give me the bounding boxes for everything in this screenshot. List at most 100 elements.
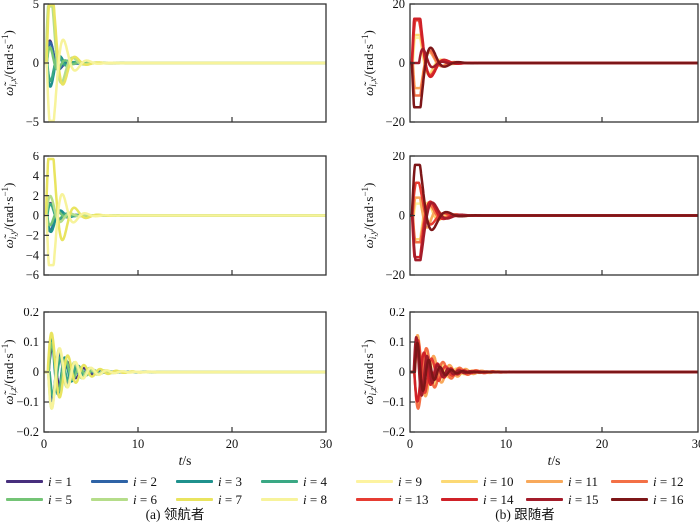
legend-label: i = 5 xyxy=(48,491,72,507)
legend-line-swatch xyxy=(261,480,298,483)
plot-leaders-omega-x: 5 0 −5 ω̃i,x/(rad·s−1) xyxy=(0,0,327,129)
y-tick-label: −20 xyxy=(385,115,405,129)
y-tick-label: 0 xyxy=(33,365,39,379)
y-tick-label: −0.2 xyxy=(16,425,39,439)
legend-line-swatch xyxy=(176,480,213,483)
y-tick-label: −6 xyxy=(26,268,39,282)
legend-item-i13: i = 13 xyxy=(356,492,439,507)
series-line-i6 xyxy=(44,5,326,85)
plot-area xyxy=(410,17,698,109)
legend-followers: i = 9 i = 10 i = 11 i = 12 i = 13 i = 14 i = 1… xyxy=(356,474,694,507)
series-line-i12 xyxy=(410,203,698,244)
series-line-i15 xyxy=(410,336,698,397)
legend-item-i3: i = 3 xyxy=(176,474,259,489)
series-line-i12 xyxy=(410,49,698,97)
legend-label: i = 8 xyxy=(303,491,327,507)
y-tick-label: 0 xyxy=(399,209,405,223)
legend-line-swatch xyxy=(441,498,478,501)
plot-followers-omega-y: 20 0 −20 ω̃i,y/(rad·s−1) xyxy=(360,152,699,282)
caption-followers: (b) 跟随者 xyxy=(495,507,555,522)
x-tick-label: 0 xyxy=(41,437,47,451)
x-tick-label: 20 xyxy=(596,437,609,451)
y-axis-label: ω̃i,z/(rad·s−1) xyxy=(0,339,18,404)
legend-item-i8: i = 8 xyxy=(261,492,344,507)
series-line-i9 xyxy=(410,36,698,75)
legend-item-i4: i = 4 xyxy=(261,474,344,489)
legend-label: i = 2 xyxy=(133,473,157,489)
y-tick-label: 0 xyxy=(33,56,39,70)
legend-item-i11: i = 11 xyxy=(526,474,609,489)
legend-line-swatch xyxy=(261,498,298,501)
legend-line-swatch xyxy=(611,498,648,501)
legend-line-swatch xyxy=(6,498,43,501)
plot-followers-omega-x: 20 0 −20 ω̃i,x/(rad·s−1) xyxy=(360,0,699,129)
plot-area xyxy=(44,157,326,267)
plot-area xyxy=(44,331,326,410)
series-line-i13 xyxy=(410,181,698,226)
legend-item-i1: i = 1 xyxy=(6,474,89,489)
y-axis-label: ω̃i,y/(rad·s−1) xyxy=(0,183,18,249)
legend-label: i = 12 xyxy=(653,473,684,489)
legend-line-swatch xyxy=(176,498,213,501)
y-tick-label: 0 xyxy=(33,209,39,223)
series-line-i11 xyxy=(410,333,698,398)
series-line-i16 xyxy=(410,341,698,392)
series-line-i2 xyxy=(44,352,326,403)
plot-leaders-omega-y: 6 4 2 0 −2 −4 −6 ω̃i,y/(rad·s−1) xyxy=(0,152,327,282)
series-line-i14 xyxy=(410,17,698,79)
series-line-i10 xyxy=(410,33,698,76)
series-line-i8 xyxy=(44,192,326,267)
y-axis-label: ω̃i,y/(rad·s−1) xyxy=(360,183,378,249)
y-axis-label: ω̃i,x/(rad·s−1) xyxy=(0,30,18,96)
series-line-i16 xyxy=(410,46,698,109)
legend-line-swatch xyxy=(356,480,393,483)
y-tick-label: 20 xyxy=(393,0,406,11)
y-tick-label: 0.1 xyxy=(389,335,405,349)
caption-leaders: (a) 领航者 xyxy=(145,507,205,522)
legend-item-i14: i = 14 xyxy=(441,492,524,507)
legend-line-swatch xyxy=(6,480,43,483)
legend-label: i = 7 xyxy=(218,491,242,507)
y-tick-label: 2 xyxy=(33,189,39,203)
series-line-i12 xyxy=(410,346,698,410)
y-tick-label: −5 xyxy=(26,115,39,129)
legend-label: i = 4 xyxy=(303,473,327,489)
legend-label: i = 6 xyxy=(133,491,157,507)
y-tick-label: 5 xyxy=(33,0,39,11)
legend-label: i = 13 xyxy=(398,491,429,507)
y-tick-label: 0.2 xyxy=(23,308,39,319)
legend-label: i = 9 xyxy=(398,473,422,489)
legend-item-i6: i = 6 xyxy=(91,492,174,507)
y-tick-label: −0.2 xyxy=(382,425,405,439)
y-tick-label: −0.1 xyxy=(382,395,405,409)
y-axis-label: ω̃i,z/(rad·s−1) xyxy=(360,339,378,404)
legend-label: i = 14 xyxy=(483,491,514,507)
y-tick-label: 0 xyxy=(399,56,405,70)
plot-area xyxy=(410,163,698,262)
legend-label: i = 11 xyxy=(568,473,598,489)
series-line-i10 xyxy=(410,201,698,241)
plot-leaders-omega-z: 0.20.10−0.1−0.20 10 20 30t/sω̃i,z/(rad·s−1) xyxy=(0,308,332,468)
legend-item-i7: i = 7 xyxy=(176,492,259,507)
series-line-i11 xyxy=(410,196,698,229)
legend-label: i = 3 xyxy=(218,473,242,489)
legend-label: i = 16 xyxy=(653,491,684,507)
legend-item-i2: i = 2 xyxy=(91,474,174,489)
series-line-i7 xyxy=(44,331,326,399)
y-tick-label: 0 xyxy=(399,365,405,379)
legend-line-swatch xyxy=(611,480,648,483)
x-axis-label: t/s xyxy=(179,453,192,468)
legend-line-swatch xyxy=(91,480,128,483)
series-line-i8 xyxy=(44,38,326,122)
legend-label: i = 1 xyxy=(48,473,72,489)
series-line-i14 xyxy=(410,200,698,259)
series-line-i9 xyxy=(410,202,698,224)
x-tick-label: 10 xyxy=(500,437,513,451)
series-line-i13 xyxy=(410,338,698,394)
legend-line-swatch xyxy=(441,480,478,483)
y-tick-label: −20 xyxy=(385,268,405,282)
legend-line-swatch xyxy=(526,498,563,501)
legend-label: i = 15 xyxy=(568,491,599,507)
series-line-i7 xyxy=(44,157,326,242)
legend-item-i15: i = 15 xyxy=(526,492,609,507)
